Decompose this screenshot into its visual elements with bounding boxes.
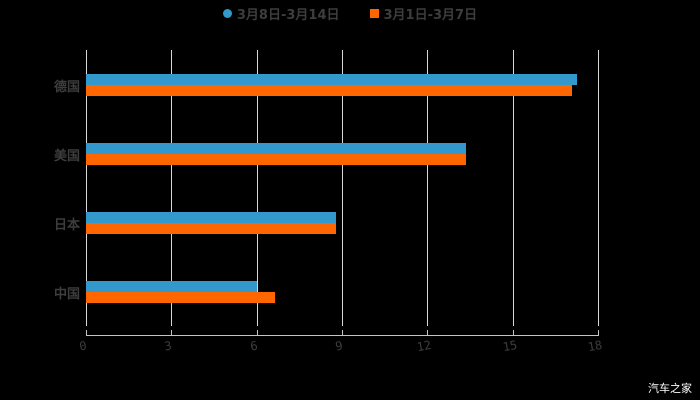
x-tick-label: 0 xyxy=(78,338,88,354)
x-tick-mark xyxy=(86,330,87,336)
x-tick-mark xyxy=(598,330,599,336)
category-label: 中国 xyxy=(53,286,80,302)
legend-item-week1[interactable]: 3月1日-3月7日 xyxy=(369,4,478,23)
category-label: 日本 xyxy=(53,217,80,233)
bar-week2[interactable] xyxy=(86,142,466,154)
watermark: 汽车之家 xyxy=(648,382,692,395)
bar-week2[interactable] xyxy=(86,280,257,292)
gridline xyxy=(427,50,429,326)
plot-area xyxy=(86,50,599,326)
bar-week1[interactable] xyxy=(86,153,466,165)
x-tick-mark xyxy=(427,330,429,336)
legend-label: 3月8日-3月14日 xyxy=(236,7,340,23)
gridline xyxy=(598,50,599,326)
bar-week1[interactable] xyxy=(86,291,276,303)
gridline xyxy=(342,50,343,326)
x-tick-label: 3 xyxy=(163,338,174,354)
gridline xyxy=(512,50,514,326)
legend-item-week2[interactable]: 3月8日-3月14日 xyxy=(222,4,340,23)
x-tick-label: 6 xyxy=(248,338,259,354)
x-tick-mark xyxy=(512,330,514,336)
gridline xyxy=(171,50,173,326)
x-tick-mark xyxy=(256,330,258,336)
x-tick-label: 12 xyxy=(415,337,433,355)
bar-week1[interactable] xyxy=(86,222,337,234)
y-axis-line xyxy=(86,50,87,326)
legend-square-icon xyxy=(369,8,379,18)
x-axis xyxy=(86,330,599,336)
bar-week2[interactable] xyxy=(86,73,577,85)
x-tick-mark xyxy=(342,330,343,336)
bar-week2[interactable] xyxy=(86,211,337,223)
gridline xyxy=(256,50,258,326)
chart-legend: 3月8日-3月14日 3月1日-3月7日 xyxy=(0,4,700,23)
category-label: 德国 xyxy=(53,79,80,95)
category-label: 美国 xyxy=(53,148,80,164)
legend-label: 3月1日-3月7日 xyxy=(383,7,478,23)
x-tick-label: 9 xyxy=(334,338,344,354)
x-tick-mark xyxy=(171,330,173,336)
legend-circle-icon xyxy=(222,8,232,18)
x-tick-label: 15 xyxy=(501,337,518,355)
bar-week1[interactable] xyxy=(86,84,573,96)
x-tick-label: 18 xyxy=(586,337,604,355)
